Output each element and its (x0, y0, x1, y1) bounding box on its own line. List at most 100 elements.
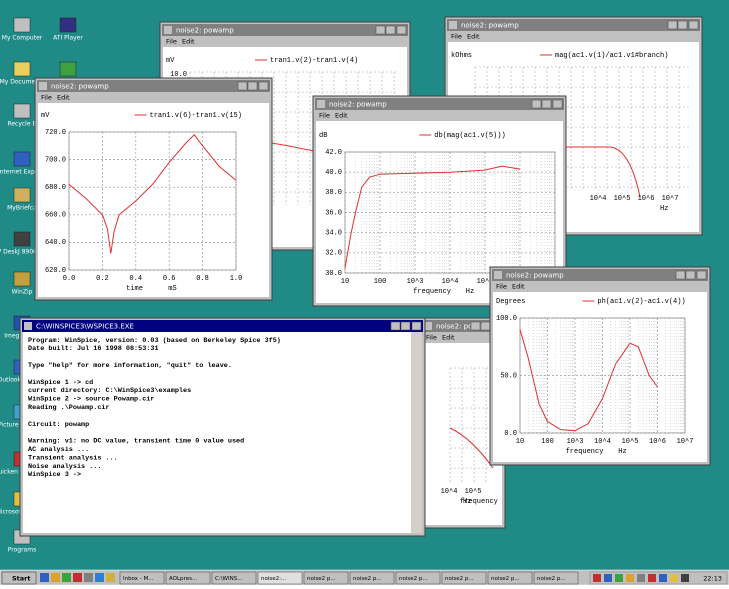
menu-item[interactable]: File (496, 283, 507, 291)
legend-label: tran1.v(2)-tran1.v(4) (270, 57, 358, 65)
desktop-icon[interactable] (60, 62, 76, 76)
y-tick-label: 50.0 (500, 372, 517, 380)
desktop-icon[interactable] (14, 188, 30, 202)
menu-item[interactable]: Edit (512, 283, 525, 291)
taskbar-button-label[interactable]: noise2 p... (399, 576, 428, 582)
taskbar-button-label[interactable]: noise2 p... (353, 576, 382, 582)
quick-launch-icon[interactable] (40, 573, 49, 582)
taskbar-button-label[interactable]: noise2 p... (307, 576, 336, 582)
window-icon (317, 100, 325, 108)
window-button-close[interactable] (412, 322, 421, 330)
y-tick-label: 34.0 (325, 230, 342, 238)
window-button-close[interactable] (259, 82, 268, 90)
menu-item[interactable]: Edit (335, 112, 348, 120)
desktop-icon[interactable] (14, 18, 30, 32)
x-tick-label: 10^3 (567, 437, 584, 446)
icon-label[interactable]: MyBriefca (7, 205, 37, 212)
x-tick-label: 10^7 (677, 437, 694, 446)
menu-item[interactable]: Edit (467, 33, 480, 41)
desktop-icon[interactable] (14, 104, 30, 118)
taskbar-button-label[interactable]: noise2 p... (491, 576, 520, 582)
legend-label: db(mag(ac1.v(5))) (434, 132, 505, 140)
tray-icon[interactable] (593, 574, 601, 582)
quick-launch-icon[interactable] (73, 573, 82, 582)
console-line: AC analysis ... (28, 446, 89, 454)
start-label[interactable]: Start (12, 575, 31, 583)
desktop-icon[interactable] (14, 152, 30, 166)
window-icon (164, 26, 172, 34)
window-button-min[interactable] (238, 82, 247, 90)
icon-label[interactable]: Recycle B (7, 121, 36, 128)
x-tick-label: 10^3 (407, 277, 424, 286)
window-button-close[interactable] (689, 21, 698, 29)
clock: 22:13 (703, 575, 722, 583)
icon-label[interactable]: WinZip (12, 289, 33, 296)
window-button-max[interactable] (248, 82, 257, 90)
taskbar-button-label[interactable]: C:\WINS... (215, 576, 243, 582)
menu-item[interactable]: File (319, 112, 330, 120)
window-button-max[interactable] (686, 271, 695, 279)
window: noise2: powampFileEditDegreesph(ac1.v(2)… (490, 267, 710, 465)
menu-item[interactable]: File (426, 334, 437, 342)
window-icon (24, 322, 32, 330)
menu-item[interactable]: File (451, 33, 462, 41)
y-axis-label: Degrees (496, 298, 525, 306)
menu-item[interactable]: File (166, 38, 177, 46)
x-axis-unit: Hz (618, 448, 626, 456)
quick-launch-icon[interactable] (106, 573, 115, 582)
tray-icon[interactable] (681, 574, 689, 582)
tray-icon[interactable] (659, 574, 667, 582)
tray-icon[interactable] (670, 574, 678, 582)
desktop-icon[interactable] (60, 18, 76, 32)
window-button-max[interactable] (401, 322, 410, 330)
y-axis-label: dB (319, 132, 327, 140)
taskbar-button-label[interactable]: noise2 p... (537, 576, 566, 582)
taskbar: Start Inbox - M... AOLpres... C:\WINS... noi… (0, 570, 729, 585)
window-button-max[interactable] (481, 322, 490, 330)
window-button-max[interactable] (386, 26, 395, 34)
window-button-min[interactable] (376, 26, 385, 34)
quick-launch-icon[interactable] (84, 573, 93, 582)
x-tick-label: 10^6 (649, 437, 666, 446)
menu-item[interactable]: Edit (442, 334, 455, 342)
desktop-icon[interactable] (14, 272, 30, 286)
console-line: Date built: Jul 16 1998 08:53:31 (28, 345, 159, 353)
taskbar-button-label[interactable]: Inbox - M... (123, 576, 154, 582)
tray-icon[interactable] (648, 574, 656, 582)
desktop-icon[interactable] (14, 232, 30, 246)
tray-icon[interactable] (637, 574, 645, 582)
y-axis-label: mV (41, 112, 50, 120)
menu-item[interactable]: Edit (182, 38, 195, 46)
tray-icon[interactable] (626, 574, 634, 582)
window-button-max[interactable] (542, 100, 551, 108)
window-button-close[interactable] (397, 26, 406, 34)
window-button-min[interactable] (532, 100, 541, 108)
taskbar-button-label[interactable]: AOLpres... (169, 576, 197, 582)
window-button-min[interactable] (471, 322, 480, 330)
menu-item[interactable]: Edit (57, 94, 70, 102)
taskbar-button-label[interactable]: noise2 p... (445, 576, 474, 582)
window-button-max[interactable] (678, 21, 687, 29)
quick-launch-icon[interactable] (95, 573, 104, 582)
tray-icon[interactable] (615, 574, 623, 582)
taskbar-button-label[interactable]: noise2:... (261, 576, 286, 582)
y-tick-label: 40.0 (325, 169, 342, 177)
console-line: WinSpice 1 -> cd (28, 379, 93, 387)
window-button-close[interactable] (697, 271, 706, 279)
icon-label[interactable]: ATI Player (53, 35, 83, 42)
icon-label[interactable]: My Computer (2, 35, 43, 42)
window-button-close[interactable] (553, 100, 562, 108)
quick-launch-icon[interactable] (51, 573, 60, 582)
x-tick-label: 10^5 (465, 487, 482, 496)
menu-item[interactable]: File (41, 94, 52, 102)
quick-launch-icon[interactable] (62, 573, 71, 582)
window-button-min[interactable] (391, 322, 400, 330)
desktop-icon[interactable] (14, 62, 30, 76)
window-button-min[interactable] (668, 21, 677, 29)
x-axis-label: time (126, 285, 143, 293)
icon-label[interactable]: Programs (8, 547, 36, 554)
y-tick-label: 680.0 (45, 184, 66, 192)
tray-icon[interactable] (604, 574, 612, 582)
window-button-min[interactable] (676, 271, 685, 279)
y-tick-label: 100.0 (496, 315, 517, 323)
